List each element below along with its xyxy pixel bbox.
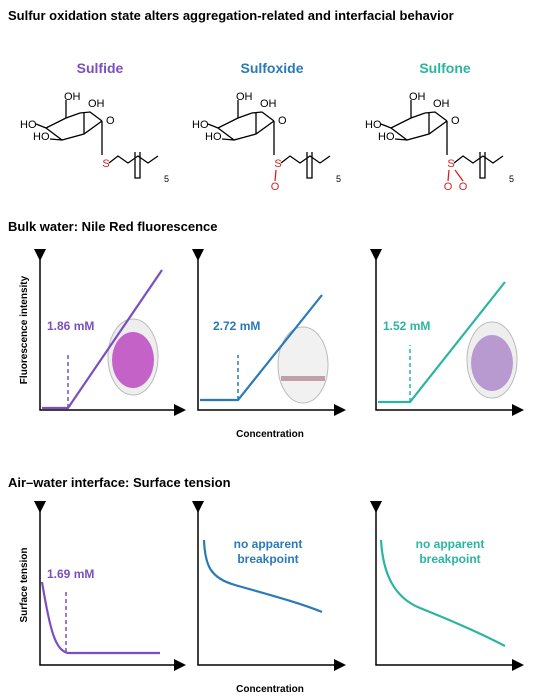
x-axis-label: Concentration	[236, 429, 304, 440]
atom-label: 5	[509, 174, 514, 184]
atom-label: OH	[64, 91, 81, 103]
atom-label: OH	[433, 98, 450, 110]
atom-label: S	[274, 158, 281, 170]
atom-label: O	[444, 181, 453, 193]
atom-label: 5	[164, 174, 169, 184]
atom-label: O	[106, 115, 115, 127]
breakpoint-label: 1.52 mM	[383, 319, 430, 333]
breakpoint-label: 1.69 mM	[47, 567, 94, 581]
title: Sulfur oxidation state alters aggregatio…	[8, 8, 454, 23]
section-heading: Air–water interface: Surface tension	[8, 475, 231, 490]
atom-label: HO	[378, 131, 395, 143]
atom-label: HO	[192, 119, 209, 131]
breakpoint-label: 2.72 mM	[213, 319, 260, 333]
schematic-curves	[40, 269, 506, 655]
vial-photos	[107, 318, 518, 404]
annotation: no apparent	[416, 537, 485, 551]
chain	[453, 152, 504, 179]
atom-label: HO	[20, 119, 37, 131]
atom-label: O	[271, 181, 280, 193]
atom-label: HO	[33, 131, 50, 143]
atom-label: S	[447, 158, 454, 170]
bond	[380, 100, 448, 155]
atom-label: OH	[409, 91, 426, 103]
section-heading: Bulk water: Nile Red fluorescence	[8, 219, 218, 234]
annotation: no apparent	[234, 537, 303, 551]
bond	[35, 100, 103, 155]
chain	[280, 152, 331, 179]
compound-name: Sulfide	[77, 60, 124, 76]
annotation: breakpoint	[419, 552, 480, 566]
bond	[447, 169, 450, 182]
bond	[454, 169, 464, 182]
atom-label: OH	[236, 91, 253, 103]
y-axis-label: Surface tension	[19, 547, 30, 622]
atom-label: HO	[365, 119, 382, 131]
atom-label: 5	[336, 174, 341, 184]
x-axis-label: Concentration	[236, 684, 304, 695]
atom-label: S	[102, 158, 109, 170]
compound-name: Sulfone	[419, 60, 471, 76]
atom-label: O	[459, 181, 468, 193]
annotation: breakpoint	[237, 552, 298, 566]
chain	[108, 152, 159, 179]
atom-label: O	[278, 115, 287, 127]
y-axis-label: Fluorescence intensity	[19, 275, 30, 384]
bond	[207, 100, 275, 155]
atom-label: OH	[260, 98, 277, 110]
structure	[207, 100, 331, 179]
structure	[380, 100, 504, 179]
bond	[274, 169, 277, 182]
breakpoint-label: 1.86 mM	[47, 319, 94, 333]
axes	[34, 249, 524, 671]
atom-label: HO	[205, 131, 222, 143]
structure	[35, 100, 159, 179]
compound-name: Sulfoxide	[240, 60, 303, 76]
atom-label: OH	[88, 98, 105, 110]
atom-label: O	[451, 115, 460, 127]
